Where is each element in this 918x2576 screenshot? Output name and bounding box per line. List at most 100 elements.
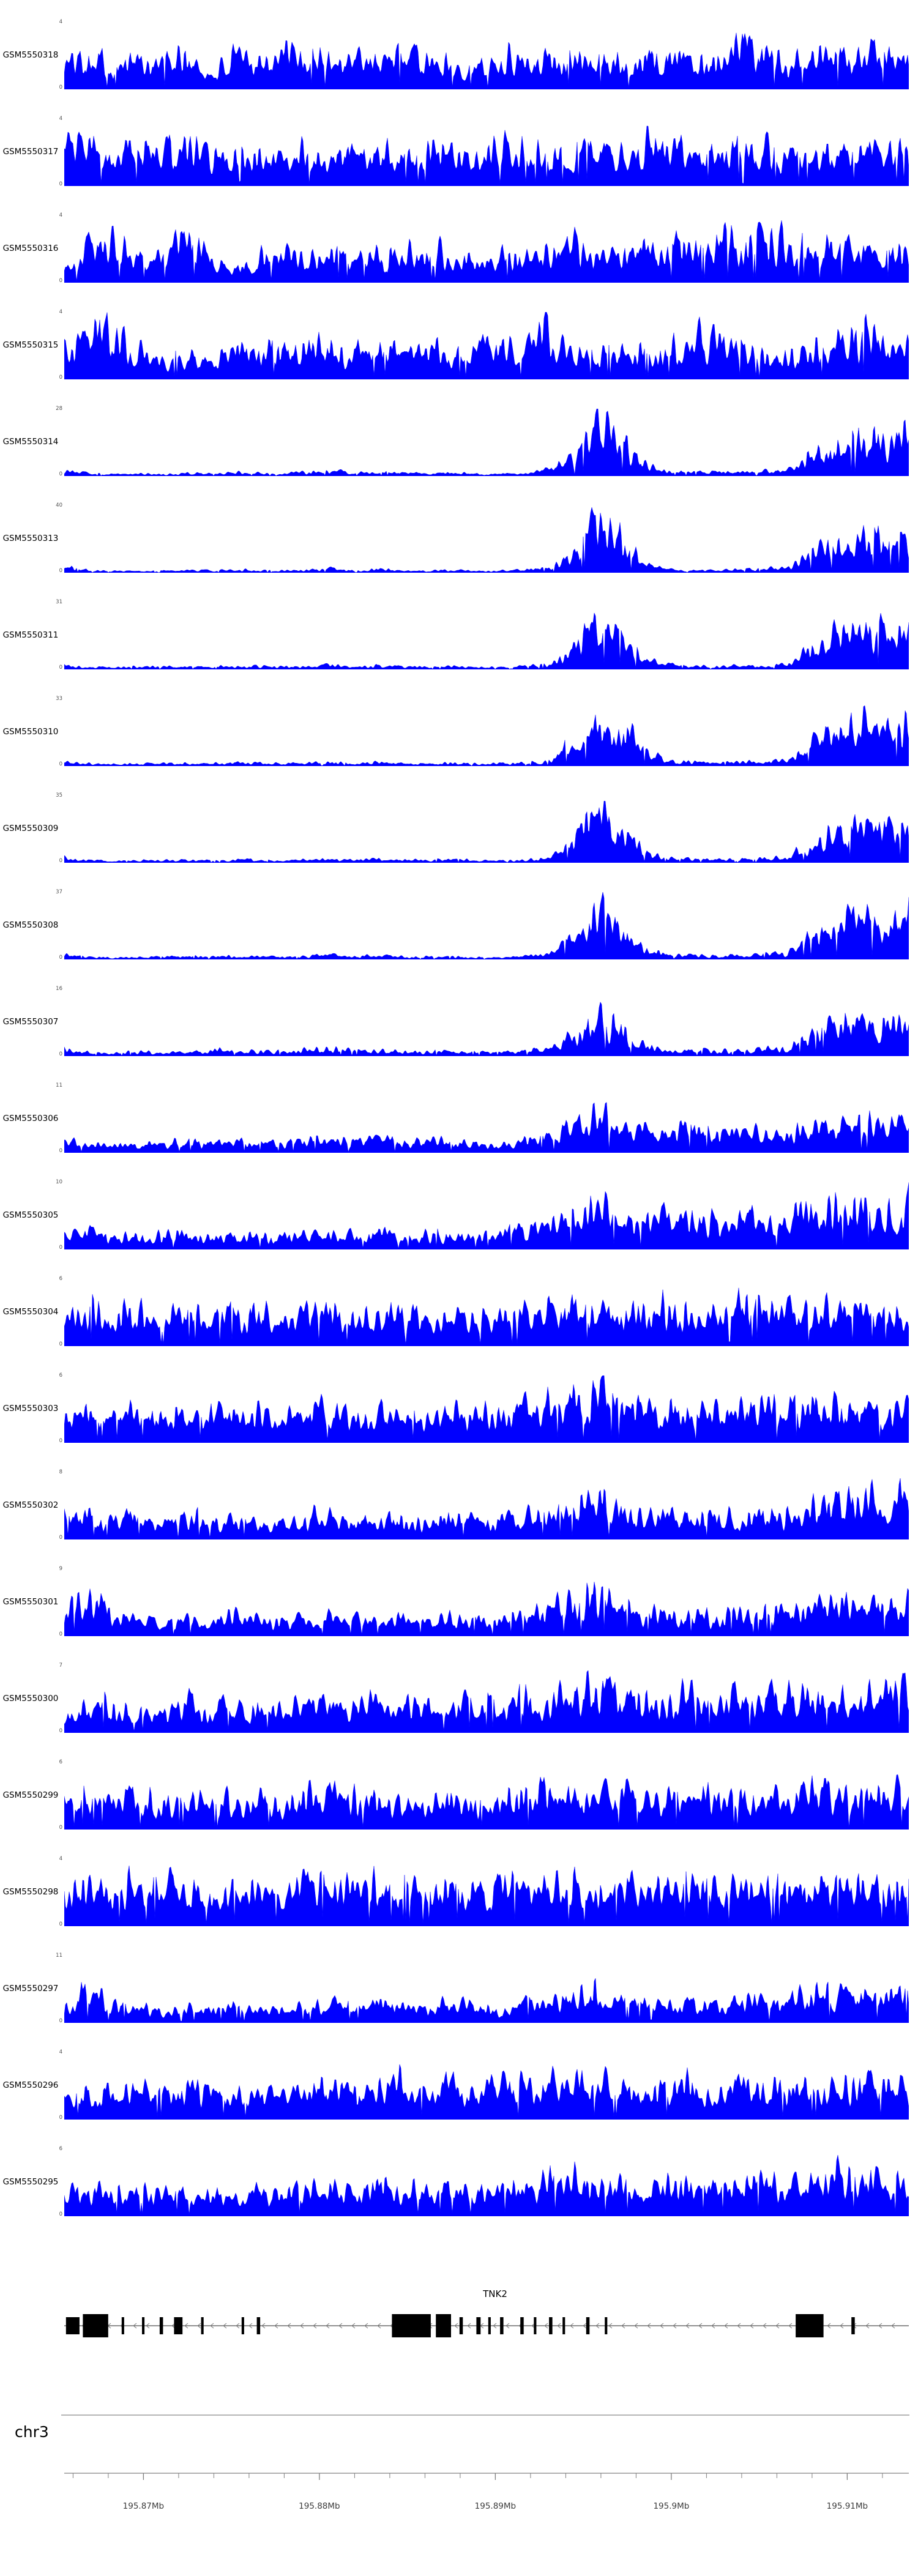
strand-direction-arrow	[210, 2323, 214, 2329]
y-axis-max-label: 40	[56, 502, 62, 508]
strand-direction-arrow	[351, 2323, 356, 2329]
coverage-area-plot	[64, 409, 909, 476]
coverage-area	[64, 2064, 909, 2120]
track-label: GSM5550316	[2, 244, 59, 253]
strand-direction-arrow	[313, 2323, 317, 2329]
strand-direction-arrow	[133, 2323, 137, 2329]
exon-box	[65, 2317, 80, 2334]
coverage-track-row: GSM5550316 4 0	[0, 212, 918, 284]
coverage-area	[64, 409, 909, 476]
exon-box	[488, 2317, 491, 2334]
strand-direction-arrow	[595, 2323, 600, 2329]
y-axis-max-label: 9	[59, 1566, 62, 1572]
exon-box	[520, 2317, 524, 2334]
exon-box	[142, 2317, 145, 2334]
strand-direction-arrow	[608, 2323, 613, 2329]
exon-box	[796, 2314, 824, 2337]
exon-box	[476, 2317, 481, 2334]
coverage-area-plot	[64, 1287, 909, 1346]
exon-box	[459, 2317, 463, 2334]
y-axis-max-label: 11	[56, 1082, 62, 1089]
chromosome-label: chr3	[15, 2423, 49, 2441]
coverage-area-plot	[64, 1375, 909, 1443]
coverage-area-plot	[64, 892, 909, 959]
y-axis-max-label: 6	[59, 2146, 62, 2152]
track-label: GSM5550308	[2, 920, 59, 930]
strand-direction-arrow	[685, 2323, 690, 2329]
coverage-track-row: GSM5550299 6 0	[0, 1759, 918, 1831]
strand-direction-arrow	[248, 2323, 253, 2329]
coverage-track-row: GSM5550314 28 0	[0, 406, 918, 477]
y-axis-max-label: 4	[59, 212, 62, 218]
coverage-area-plot	[64, 220, 909, 283]
coverage-area	[64, 1670, 909, 1733]
track-label: GSM5550295	[2, 2177, 59, 2187]
strand-direction-arrow	[570, 2323, 574, 2329]
coverage-track-row: GSM5550305 10 0	[0, 1180, 918, 1251]
strand-direction-arrow	[660, 2323, 664, 2329]
coverage-area-plot	[64, 1001, 909, 1056]
coverage-area-plot	[64, 612, 909, 669]
y-axis-max-label: 4	[59, 1856, 62, 1862]
strand-direction-arrow	[737, 2323, 741, 2329]
coverage-area-plot	[64, 705, 909, 766]
track-label: GSM5550305	[2, 1210, 59, 1220]
coverage-area	[64, 125, 909, 186]
strand-direction-arrow	[506, 2323, 510, 2329]
coverage-area	[64, 32, 909, 89]
strand-direction-arrow	[891, 2323, 895, 2329]
coverage-area	[64, 1001, 909, 1056]
coverage-track-row: GSM5550306 11 0	[0, 1082, 918, 1154]
y-axis-min-label: 0	[59, 2018, 62, 2024]
y-axis-min-label: 0	[59, 2211, 62, 2217]
track-label: GSM5550318	[2, 50, 59, 60]
y-axis-max-label: 6	[59, 1276, 62, 1282]
gene-name-label: TNK2	[483, 2288, 507, 2299]
track-label: GSM5550310	[2, 727, 59, 737]
y-axis-max-label: 11	[56, 1952, 62, 1959]
coverage-area	[64, 1287, 909, 1346]
coverage-track-row: GSM5550297 11 0	[0, 1952, 918, 2024]
y-axis-max-label: 28	[56, 406, 62, 412]
strand-direction-arrow	[287, 2323, 291, 2329]
strand-direction-arrow	[274, 2323, 278, 2329]
coverage-area	[64, 800, 909, 863]
strand-direction-arrow	[840, 2323, 844, 2329]
strand-direction-arrow	[544, 2323, 548, 2329]
coverage-track-row: GSM5550303 6 0	[0, 1373, 918, 1444]
strand-direction-arrow	[300, 2323, 304, 2329]
y-axis-max-label: 33	[56, 696, 62, 702]
track-label: GSM5550296	[2, 2080, 59, 2090]
coverage-track-row: GSM5550310 33 0	[0, 696, 918, 767]
coverage-area	[64, 1478, 909, 1539]
coverage-area	[64, 612, 909, 669]
strand-direction-arrow	[621, 2323, 625, 2329]
y-axis-max-label: 6	[59, 1759, 62, 1765]
coverage-area-plot	[64, 1182, 909, 1249]
coverage-area	[64, 507, 909, 573]
strand-direction-arrow	[184, 2323, 188, 2329]
y-axis-min-label: 0	[59, 181, 62, 187]
strand-direction-arrow	[261, 2323, 266, 2329]
coverage-area	[64, 220, 909, 283]
strand-direction-arrow	[454, 2323, 458, 2329]
coverage-area	[64, 1582, 909, 1636]
strand-direction-arrow	[878, 2323, 883, 2329]
coverage-track-row: GSM5550301 9 0	[0, 1566, 918, 1637]
coverage-area-plot	[64, 2064, 909, 2120]
y-axis-min-label: 0	[59, 278, 62, 284]
coverage-area-plot	[64, 2155, 909, 2216]
y-axis-max-label: 37	[56, 889, 62, 895]
exon-box	[256, 2317, 261, 2334]
track-label: GSM5550314	[2, 437, 59, 447]
exon-box	[534, 2317, 537, 2334]
strand-direction-arrow	[763, 2323, 767, 2329]
track-label: GSM5550304	[2, 1307, 59, 1317]
track-label: GSM5550313	[2, 534, 59, 543]
y-axis-max-label: 7	[59, 1662, 62, 1669]
y-axis-max-label: 35	[56, 792, 62, 798]
strand-direction-arrow	[338, 2323, 343, 2329]
exon-box	[851, 2317, 855, 2334]
track-label: GSM5550306	[2, 1114, 59, 1123]
